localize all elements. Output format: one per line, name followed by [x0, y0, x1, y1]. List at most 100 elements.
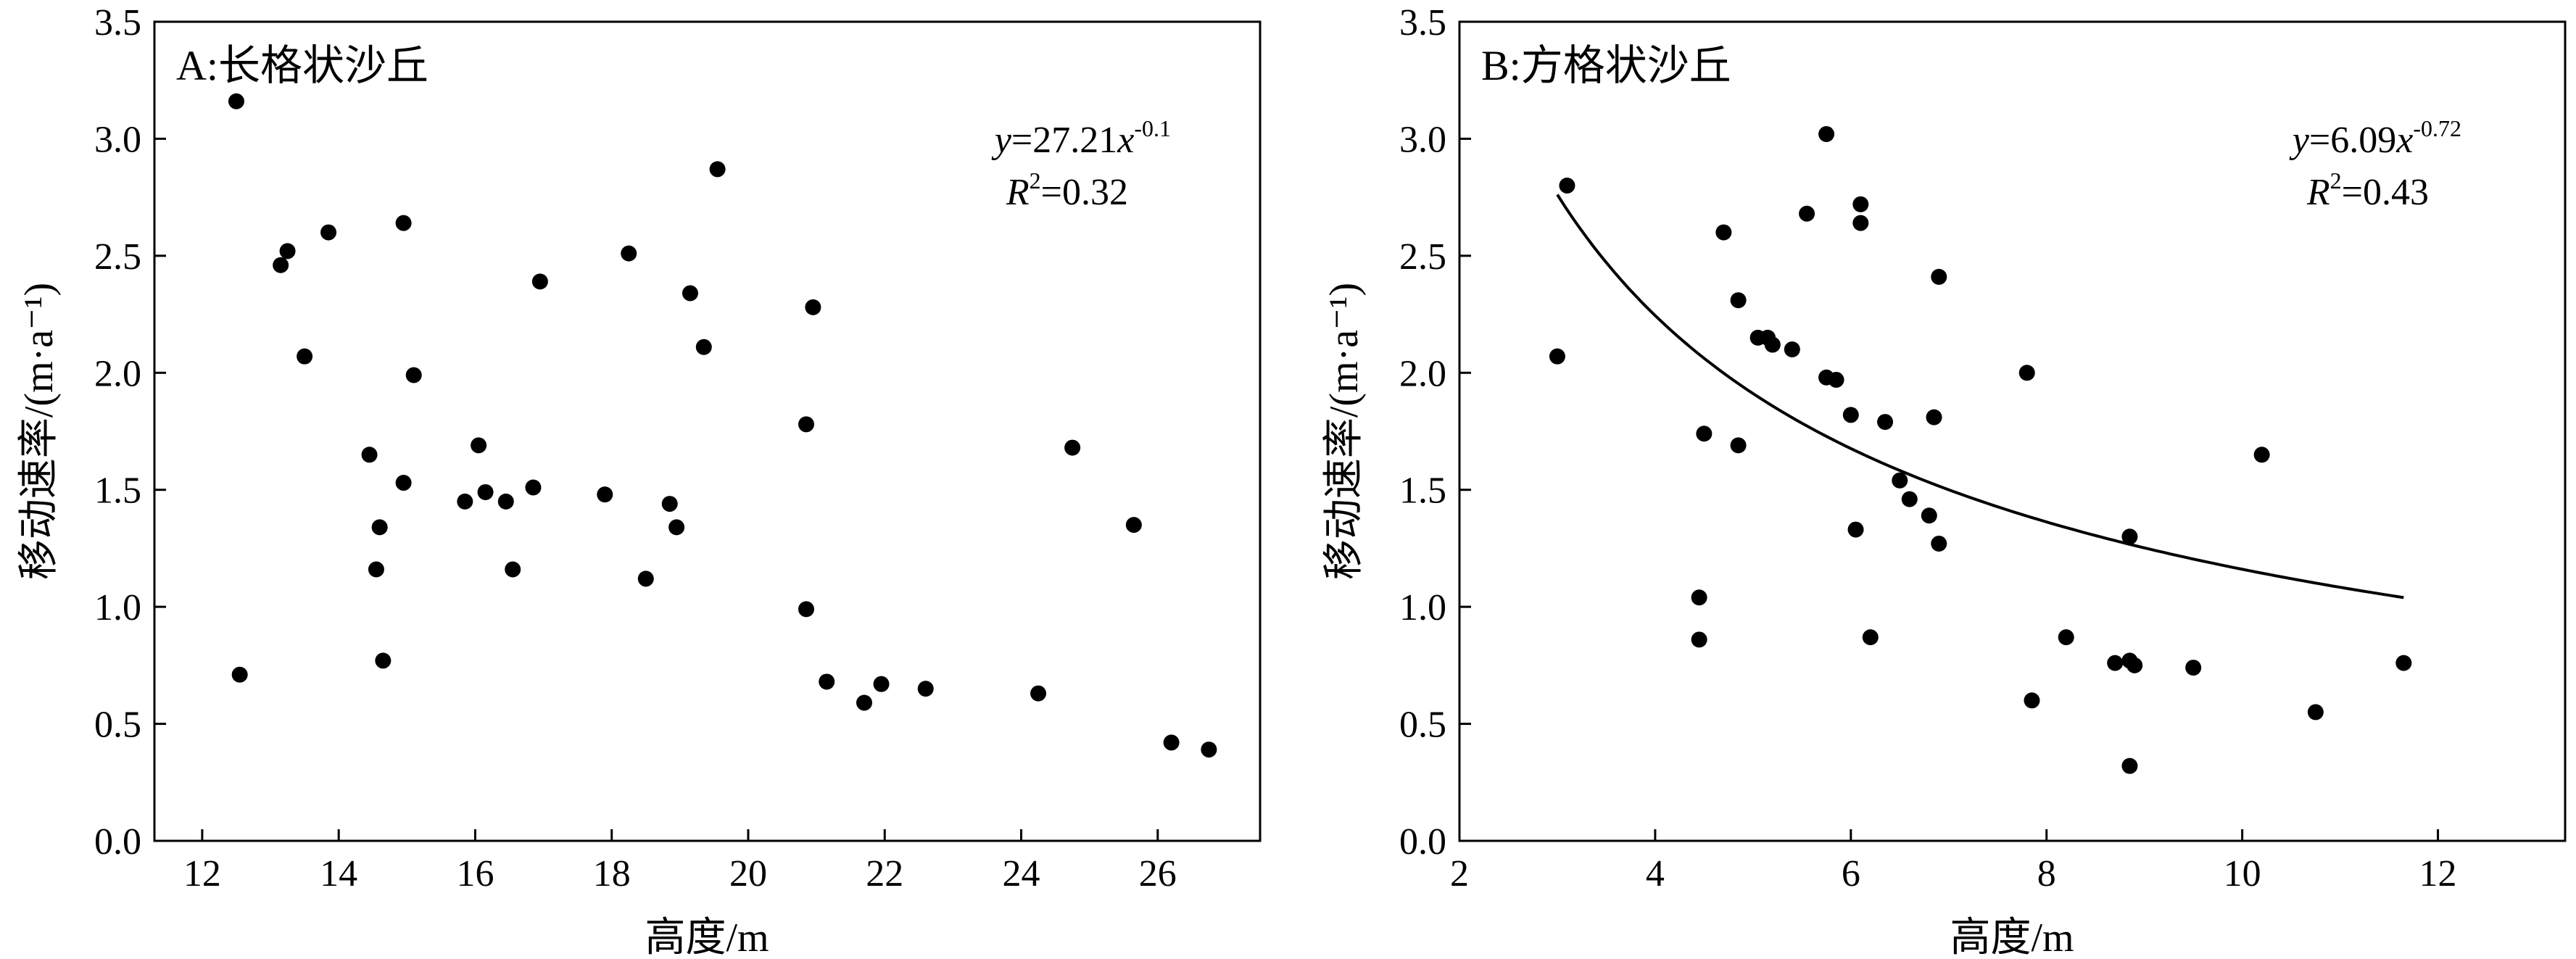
fit-equation: y=27.21x-0.1	[991, 115, 1171, 161]
x-tick-label: 24	[1003, 853, 1040, 894]
data-point	[709, 161, 726, 178]
data-point	[1926, 409, 1942, 425]
data-point	[231, 666, 248, 683]
x-tick-label: 8	[2037, 853, 2056, 894]
data-point	[1877, 414, 1894, 431]
data-point	[2395, 655, 2412, 671]
data-point	[2121, 757, 2138, 774]
data-point	[395, 215, 412, 231]
data-point	[1730, 292, 1747, 309]
data-point	[1828, 371, 1844, 388]
data-point	[856, 694, 873, 711]
r-squared: R2=0.43	[2306, 167, 2429, 213]
y-tick-label: 0.5	[1399, 705, 1446, 746]
data-point	[371, 519, 388, 536]
data-point	[375, 652, 392, 669]
data-point	[637, 570, 654, 587]
x-tick-label: 2	[1450, 853, 1469, 894]
data-point	[621, 245, 637, 262]
data-point	[1730, 437, 1747, 454]
fit-curve	[1556, 194, 2404, 599]
data-point	[2253, 447, 2270, 463]
y-tick-label: 1.5	[94, 470, 141, 512]
y-tick-label: 3.5	[1399, 2, 1446, 43]
data-point	[2307, 704, 2324, 721]
data-point	[1549, 348, 1565, 365]
y-axis: 0.0 0.5 1.0 1.5 2.0 2.5 3.0 3.5	[1399, 2, 1471, 863]
data-point	[1921, 507, 1937, 524]
x-tick-label: 14	[320, 853, 357, 894]
data-point	[1931, 535, 1947, 552]
x-tick-label: 6	[1842, 853, 1860, 894]
y-tick-label: 3.0	[1399, 119, 1446, 160]
data-point	[1847, 521, 1864, 538]
panel-label: B:方格状沙丘	[1481, 42, 1731, 89]
data-point	[1696, 425, 1712, 442]
data-point	[505, 561, 521, 578]
y-tick-label: 0.5	[94, 705, 141, 746]
data-point	[2018, 365, 2035, 381]
data-point	[682, 285, 698, 302]
data-point	[798, 416, 814, 433]
data-point	[525, 479, 542, 496]
data-point	[273, 257, 289, 273]
data-point	[1842, 407, 1859, 423]
data-point	[1852, 196, 1869, 212]
chart-panel-b: 0.0 0.5 1.0 1.5 2.0 2.5 3.0 3.5 2 4 6 8 10 12 B:方格状沙…	[1322, 2, 2567, 959]
data-point	[668, 519, 685, 536]
data-point	[471, 437, 487, 454]
data-point	[1559, 178, 1575, 194]
plot-frame	[153, 20, 1262, 842]
data-point	[279, 243, 296, 260]
data-points	[1549, 125, 2412, 774]
data-point	[1201, 742, 1217, 758]
plot-frame	[1458, 20, 2567, 842]
x-tick-label: 22	[866, 853, 903, 894]
data-point	[1784, 341, 1800, 357]
x-axis-label: 高度/m	[645, 916, 769, 959]
data-point	[917, 681, 934, 697]
data-point	[1030, 685, 1047, 702]
x-tick-label: 10	[2224, 853, 2261, 894]
data-point	[497, 493, 514, 510]
data-point	[368, 561, 384, 578]
x-axis: 12 14 16 18 20 22 24 26	[183, 829, 1177, 894]
data-point	[798, 601, 814, 618]
panel-label: A:长格状沙丘	[176, 42, 428, 89]
y-tick-label: 2.5	[94, 236, 141, 278]
x-axis-label: 高度/m	[1950, 916, 2074, 959]
x-tick-label: 12	[183, 853, 221, 894]
y-tick-label: 2.0	[1399, 353, 1446, 394]
data-point	[297, 348, 313, 365]
data-point	[2126, 657, 2143, 673]
data-point	[1892, 472, 1908, 489]
data-point	[819, 673, 835, 690]
data-point	[1931, 268, 1947, 285]
data-point	[873, 676, 890, 692]
r-squared: R2=0.32	[1006, 167, 1128, 213]
x-axis: 2 4 6 8 10 12	[1450, 829, 2457, 894]
y-axis-label: 移动速率/(m·a⁻¹)	[17, 283, 62, 580]
x-tick-label: 20	[729, 853, 767, 894]
data-point	[1862, 629, 1879, 646]
y-tick-label: 2.5	[1399, 236, 1446, 278]
data-point	[1163, 734, 1180, 751]
y-tick-label: 0.0	[94, 821, 141, 863]
x-tick-label: 12	[2419, 853, 2457, 894]
y-tick-label: 1.0	[1399, 587, 1446, 628]
data-point	[2121, 528, 2138, 545]
data-point	[1125, 517, 1142, 534]
data-point	[805, 299, 821, 315]
chart-panel-a: 0.0 0.5 1.0 1.5 2.0 2.5 3.0 3.5 12 14 16 18 20 22 24 2…	[17, 2, 1262, 959]
y-tick-label: 1.5	[1399, 470, 1446, 512]
data-point	[457, 493, 473, 510]
y-tick-label: 1.0	[94, 587, 141, 628]
data-point	[1064, 439, 1081, 456]
y-tick-label: 0.0	[1399, 821, 1446, 863]
data-point	[2185, 660, 2202, 676]
data-point	[1691, 631, 1707, 648]
fit-equation: y=6.09x-0.72	[2289, 115, 2461, 161]
data-point	[477, 483, 494, 500]
y-tick-label: 3.0	[94, 119, 141, 160]
